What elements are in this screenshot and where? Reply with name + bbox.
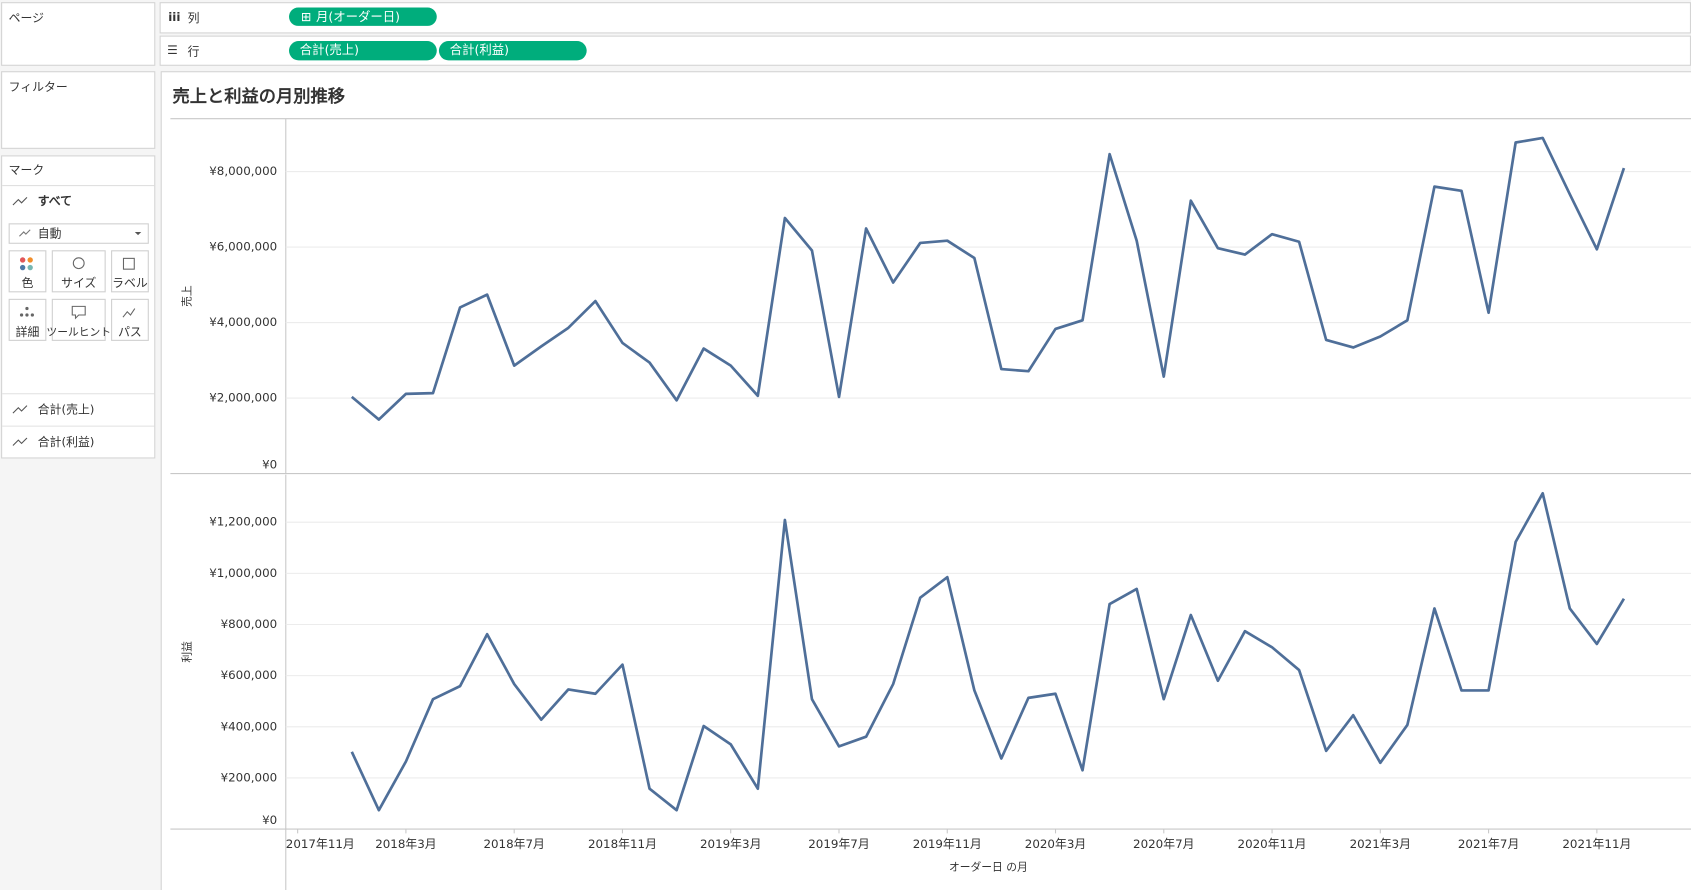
icon <box>122 308 136 318</box>
y-tick-label: ¥4,000,000 <box>209 315 277 329</box>
icon <box>27 264 33 271</box>
y-axis-title: 利益 <box>181 641 194 663</box>
columns-label: 列 <box>188 11 200 25</box>
button-label: ラベル <box>112 276 148 290</box>
mark-buttons: 色 サイズ ラベル 詳細 ツールヒント パス <box>8 250 149 341</box>
icon <box>19 313 24 317</box>
mark-type: 自動 <box>38 227 62 241</box>
x-tick-label: 2018年7月 <box>483 837 544 851</box>
line-icon <box>12 405 28 414</box>
icon <box>25 306 29 311</box>
y-tick-label: ¥0 <box>262 813 277 827</box>
view-title: 売上と利益の月別推移 <box>173 86 345 107</box>
pages-shelf[interactable] <box>1 2 156 66</box>
marks-label: マーク <box>9 163 45 177</box>
path-button[interactable] <box>111 298 149 341</box>
view <box>160 71 1691 893</box>
pill-icon: ⊞ <box>301 9 311 24</box>
x-tick-label: 2019年3月 <box>700 837 761 851</box>
icon <box>71 305 86 320</box>
mark-type-dropdown[interactable] <box>8 223 149 244</box>
pill[interactable] <box>438 40 587 61</box>
pages-label: ページ <box>9 11 44 25</box>
x-tick-label: 2017年11月 <box>286 837 355 851</box>
mark-card-sales[interactable]: 合計(売上) <box>38 402 95 416</box>
y-tick-label: ¥8,000,000 <box>209 164 277 178</box>
y-tick-label: ¥400,000 <box>221 719 278 733</box>
x-tick-label: 2020年11月 <box>1238 837 1307 851</box>
icon <box>72 257 85 270</box>
button-label: 色 <box>22 276 34 290</box>
x-tick-label: 2018年3月 <box>375 837 436 851</box>
button-label: パス <box>118 325 142 339</box>
icon <box>30 313 34 317</box>
rows-label: 行 <box>188 44 200 58</box>
button-label: ツールヒント <box>46 325 111 338</box>
y-tick-label: ¥1,000,000 <box>209 566 277 580</box>
dropdown-arrow <box>134 231 142 236</box>
x-tick-label: 2021年3月 <box>1350 837 1411 851</box>
line-series <box>350 136 1626 421</box>
marks-all[interactable]: すべて <box>38 194 72 208</box>
line-icon <box>12 437 28 446</box>
x-axis-title: オーダー日 の月 <box>949 860 1028 873</box>
x-tick-label: 2020年3月 <box>1025 837 1086 851</box>
line-icon <box>19 229 31 237</box>
line-icon <box>12 197 28 206</box>
filters-label: フィルター <box>9 80 68 94</box>
x-tick-label: 2020年7月 <box>1133 837 1194 851</box>
filters-shelf[interactable] <box>1 71 156 149</box>
x-tick-label: 2019年7月 <box>808 837 869 851</box>
pill-text: 合計(売上) <box>300 42 359 57</box>
icon <box>19 264 26 271</box>
columns-icon: iii <box>168 10 180 24</box>
pill-text: 月(オーダー日) <box>316 9 400 24</box>
y-tick-label: ¥2,000,000 <box>209 391 277 405</box>
detail-button[interactable] <box>8 298 47 341</box>
label-button[interactable] <box>111 250 149 293</box>
pill-text: 合計(利益) <box>450 42 509 57</box>
y-tick-label: ¥6,000,000 <box>209 240 277 254</box>
x-tick-label: 2019年11月 <box>913 837 982 851</box>
y-tick-label: ¥600,000 <box>221 668 278 682</box>
y-axis-title: 売上 <box>181 285 194 307</box>
x-tick-label: 2021年7月 <box>1458 837 1519 851</box>
charts: ¥0 ¥2,000,000 ¥4,000,000 ¥6,000,000 ¥8,000,0… <box>170 118 1691 890</box>
x-tick-label: 2018年11月 <box>588 837 657 851</box>
button-label: サイズ <box>61 276 96 290</box>
y-tick-label: ¥1,200,000 <box>209 515 277 529</box>
pill[interactable] <box>289 40 437 61</box>
color-button[interactable] <box>8 250 47 293</box>
line-series <box>350 491 1626 812</box>
y-tick-label: ¥0 <box>262 457 277 471</box>
y-tick-label: ¥200,000 <box>221 770 278 784</box>
icon <box>27 257 33 263</box>
mark-card-profit[interactable]: 合計(利益) <box>38 435 95 449</box>
y-tick-label: ¥800,000 <box>221 617 278 631</box>
icon <box>19 257 26 263</box>
x-tick-label: 2021年11月 <box>1562 837 1631 851</box>
pill[interactable] <box>289 7 437 26</box>
button-label: 詳細 <box>16 325 40 339</box>
icon <box>25 313 29 317</box>
rows-icon: ☰ <box>167 43 178 57</box>
icon <box>122 257 135 270</box>
